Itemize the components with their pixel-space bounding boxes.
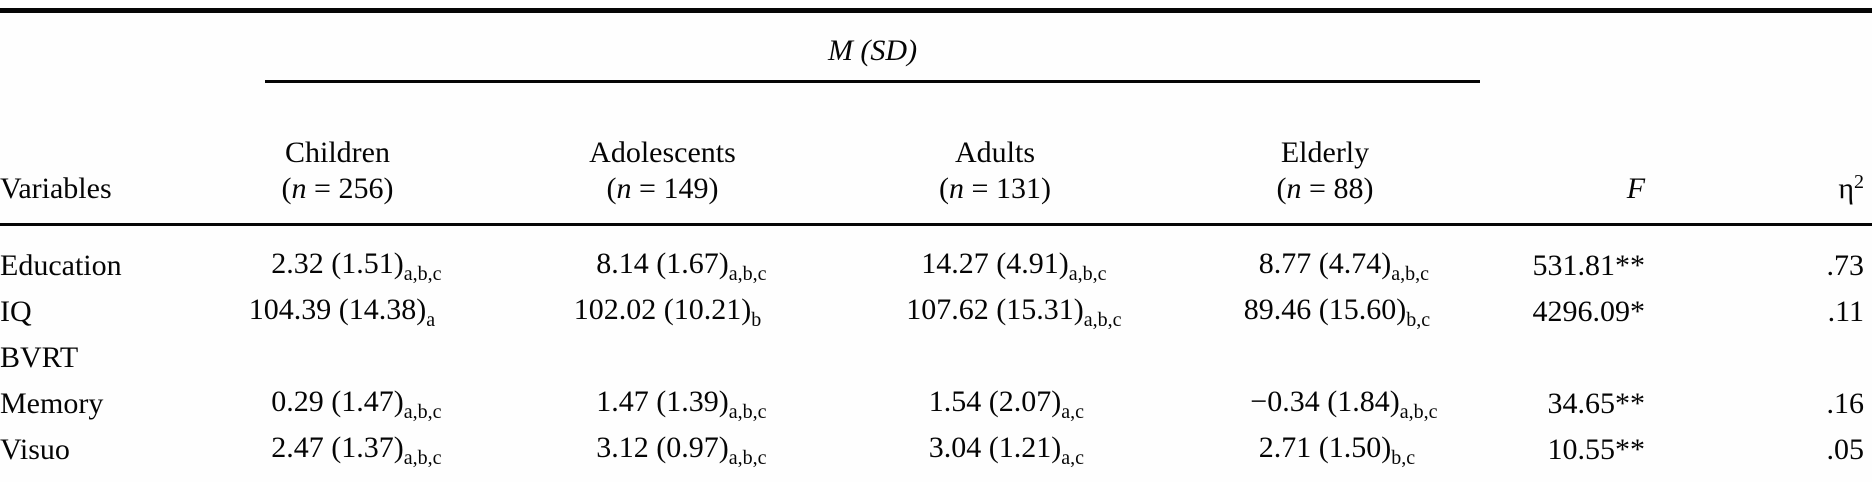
spanner-label: M (SD) (827, 34, 918, 67)
group-n: (n = 88) (1276, 172, 1374, 205)
table-row-visuo: Visuo 2.47 (1.37)a,b,c 3.12 (0.97)a,b,c … (0, 427, 1872, 482)
table-row-bvrt: BVRT (0, 335, 1872, 381)
cell-adolescents: 8.14 (1.67)a,b,c (596, 247, 767, 285)
f-header: F (1626, 172, 1646, 205)
cell-eta: .11 (1827, 295, 1865, 328)
table-row-memory: Memory 0.29 (1.47)a,b,c 1.47 (1.39)a,b,c… (0, 381, 1872, 427)
row-label: IQ (0, 295, 32, 328)
group-label: Adolescents (589, 136, 736, 169)
cell-adults (830, 335, 1160, 381)
cell-value: 1.47 (1.39) (596, 385, 729, 418)
cell-eta: .05 (1826, 433, 1865, 466)
cell-value: 2.47 (1.37) (271, 431, 404, 464)
cell-children: 2.32 (1.51)a,b,c (271, 247, 442, 285)
cell-adults: 3.04 (1.21)a,c (928, 431, 1084, 469)
cell-elderly: 8.77 (4.74)a,b,c (1258, 247, 1430, 285)
group-n: (n = 149) (606, 172, 719, 205)
cell-elderly (1160, 335, 1490, 381)
cell-value: 107.62 (15.31) (906, 293, 1084, 326)
group-header-adolescents: Adolescents (n = 149) (495, 83, 830, 225)
cell-elderly: 89.46 (15.60)b,c (1243, 293, 1431, 331)
cell-children: 0.29 (1.47)a,b,c (271, 385, 442, 423)
spanner-row: M (SD) (0, 10, 1872, 84)
cell-f: 4296.09* (1532, 295, 1646, 328)
cell-f: 34.65** (1547, 387, 1646, 420)
group-n: (n = 131) (939, 172, 1051, 205)
spanner-spacer-eta (1700, 11, 1872, 84)
row-label: Education (0, 249, 122, 282)
spanner-cell: M (SD) (180, 11, 1490, 83)
cell-eta (1700, 335, 1872, 381)
spanner-spacer-left (0, 11, 180, 84)
group-header-adults: Adults (n = 131) (830, 83, 1160, 225)
stats-table: M (SD) Variables Children (n = 256) Adol… (0, 8, 1872, 482)
cell-adolescents: 3.12 (0.97)a,b,c (596, 431, 767, 469)
spanner-spacer-f (1490, 11, 1700, 84)
cell-value: 3.12 (0.97) (596, 431, 729, 464)
cell-children: 104.39 (14.38)a (248, 293, 436, 331)
cell-elderly: −0.34 (1.84)a,b,c (1250, 385, 1438, 423)
cell-value: 3.04 (1.21) (928, 431, 1062, 464)
cell-adults: 107.62 (15.31)a,b,c (906, 293, 1122, 331)
cell-children: 2.47 (1.37)a,b,c (271, 431, 442, 469)
cell-adults: 14.27 (4.91)a,b,c (921, 247, 1107, 285)
table-row-education: Education 2.32 (1.51)a,b,c 8.14 (1.67)a,… (0, 225, 1872, 290)
cell-value: 1.54 (2.07) (928, 385, 1062, 418)
cell-f: 531.81** (1532, 249, 1646, 282)
cell-eta: .73 (1826, 249, 1865, 282)
cell-children (180, 335, 495, 381)
cell-f (1490, 335, 1700, 381)
row-label: Visuo (0, 433, 70, 466)
group-header-children: Children (n = 256) (180, 83, 495, 225)
cell-value: 8.77 (4.74) (1258, 247, 1392, 280)
cell-adults: 1.54 (2.07)a,c (928, 385, 1084, 423)
cell-f: 10.55** (1547, 433, 1646, 466)
group-header-elderly: Elderly (n = 88) (1160, 83, 1490, 225)
cell-value: 8.14 (1.67) (596, 247, 729, 280)
row-label: BVRT (0, 341, 79, 374)
table-row-iq: IQ 104.39 (14.38)a 102.02 (10.21)b 107.6… (0, 289, 1872, 335)
cell-adolescents: 102.02 (10.21)b (573, 293, 762, 331)
cell-elderly: 2.71 (1.50)b,c (1258, 431, 1416, 469)
cell-value: 89.46 (15.60) (1243, 293, 1407, 326)
cell-value: 2.32 (1.51) (271, 247, 404, 280)
cell-eta: .16 (1826, 387, 1865, 420)
group-label: Children (285, 136, 390, 169)
cell-value: 104.39 (14.38) (248, 293, 427, 326)
cell-value: 102.02 (10.21) (573, 293, 752, 326)
column-headers-row: Variables Children (n = 256) Adolescents… (0, 83, 1872, 225)
row-label: Memory (0, 387, 104, 420)
eta-squared-header: η2 (1838, 171, 1865, 205)
cell-value: −0.34 (1.84) (1250, 385, 1400, 418)
cell-value: 14.27 (4.91) (921, 247, 1069, 280)
variables-header: Variables (0, 172, 112, 205)
group-label: Adults (954, 136, 1035, 169)
cell-adolescents: 1.47 (1.39)a,b,c (596, 385, 767, 423)
cell-value: 2.71 (1.50) (1258, 431, 1392, 464)
spanner-rule: M (SD) (265, 33, 1481, 83)
cell-value: 0.29 (1.47) (271, 385, 404, 418)
cell-adolescents (495, 335, 830, 381)
group-label: Elderly (1280, 136, 1370, 169)
group-n: (n = 256) (281, 172, 394, 205)
